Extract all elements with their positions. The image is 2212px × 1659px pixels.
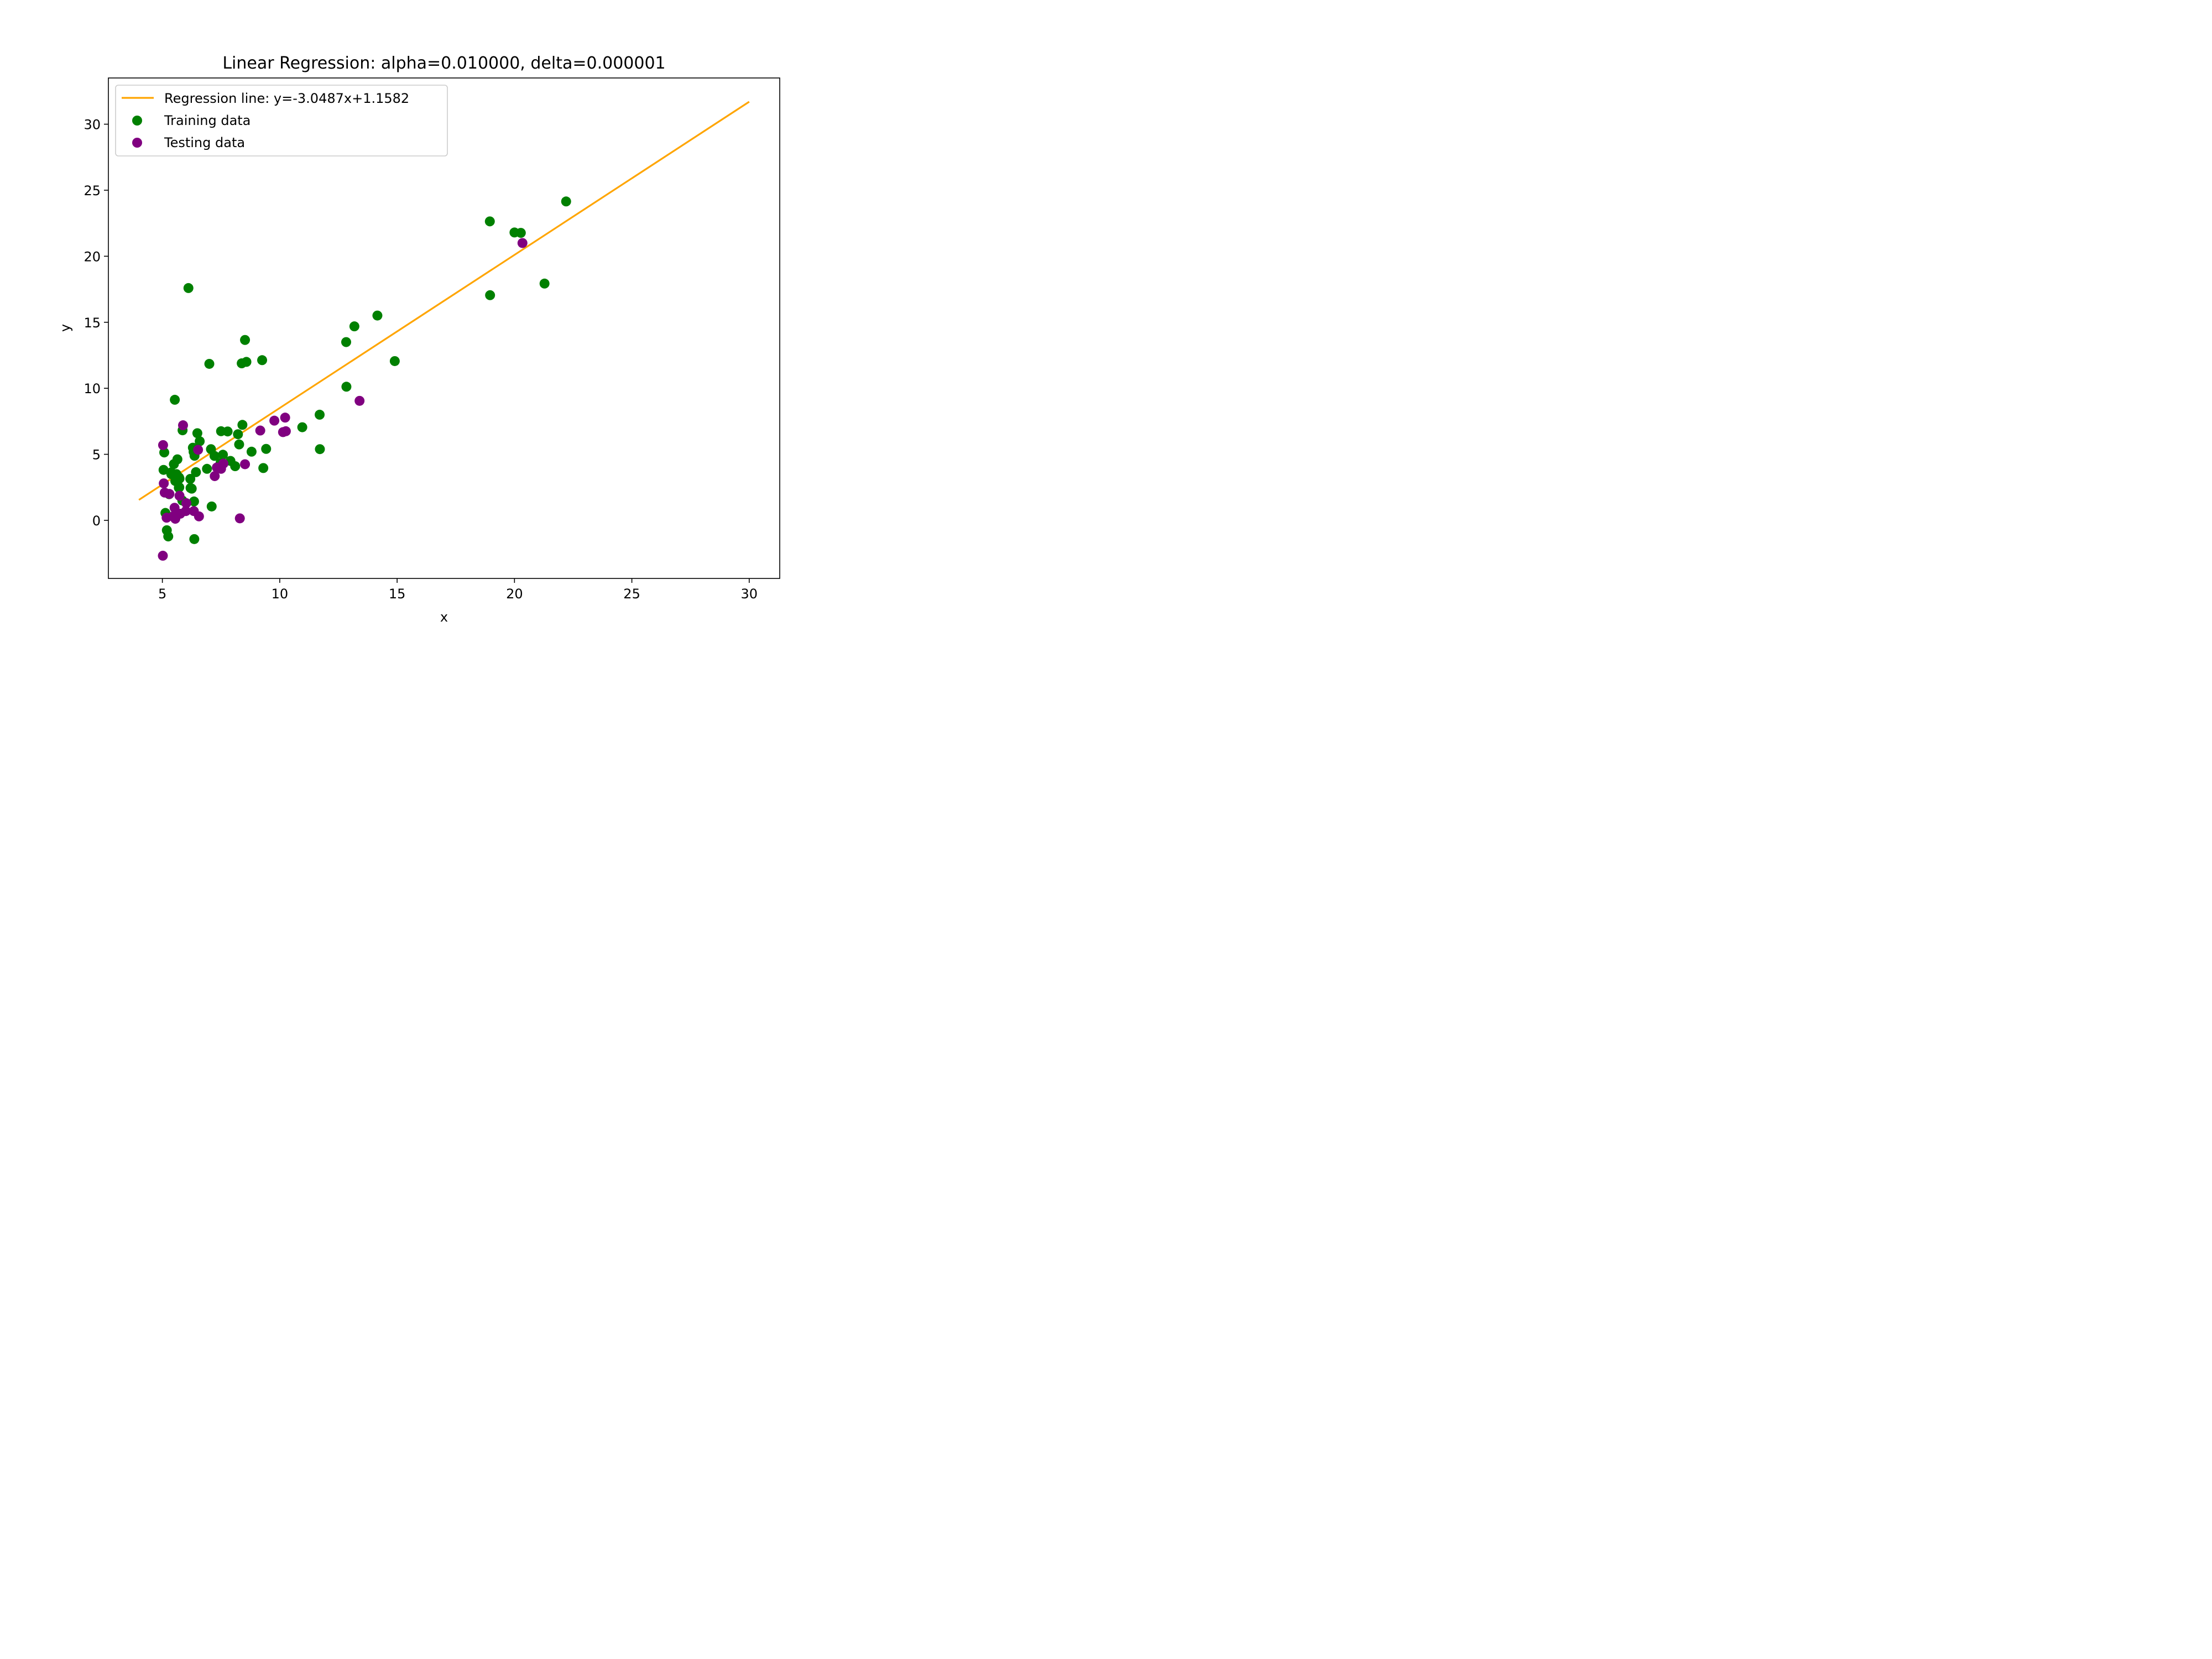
training-data-point: [161, 525, 172, 535]
testing-data-point: [181, 498, 191, 508]
training-data-point: [169, 459, 179, 469]
training-data-point: [246, 446, 257, 457]
training-data-point: [237, 420, 248, 430]
testing-data-point: [194, 511, 204, 521]
training-data-point: [349, 321, 359, 332]
testing-data-point: [210, 471, 220, 481]
y-tick-label: 15: [84, 315, 101, 331]
training-data-point: [315, 444, 325, 455]
training-data-point: [218, 450, 228, 460]
training-data-point: [189, 534, 200, 544]
training-data-point: [186, 483, 197, 494]
y-tick-label: 20: [84, 249, 101, 264]
testing-data-point: [158, 550, 168, 561]
testing-data-point: [280, 426, 291, 436]
training-data-point: [170, 394, 180, 405]
training-data-point: [261, 444, 272, 454]
legend-testing-data-marker: [132, 138, 142, 148]
plot-frame: [108, 77, 780, 579]
training-data-point: [206, 501, 217, 512]
testing-data-point: [280, 413, 290, 423]
x-tick-label: 20: [506, 586, 523, 602]
training-data-point: [192, 428, 202, 439]
training-data-point: [485, 290, 495, 300]
legend: Regression line: y=-3.0487x+1.1582 Train…: [115, 85, 448, 156]
training-data-point: [189, 496, 199, 507]
chart-title: Linear Regression: alpha=0.010000, delta…: [222, 54, 665, 73]
y-tick-label: 30: [84, 117, 101, 133]
training-data-point: [222, 426, 233, 437]
testing-data-point: [354, 395, 365, 406]
y-axis-label: y: [58, 324, 73, 332]
training-data-point: [241, 357, 252, 367]
y-tick-label: 25: [84, 183, 101, 199]
x-tick-label: 5: [158, 586, 166, 602]
legend-box: [115, 85, 448, 156]
training-data-point: [233, 429, 243, 440]
testing-data-point: [269, 415, 280, 426]
training-data-point: [204, 358, 215, 369]
training-data-point: [230, 461, 241, 472]
testing-data-point: [517, 238, 528, 248]
training-data-point: [389, 356, 400, 366]
x-tick-label: 30: [741, 586, 758, 602]
training-data-point: [202, 463, 212, 474]
training-data-point: [539, 278, 550, 289]
legend-regression-line-label: Regression line: y=-3.0487x+1.1582: [164, 91, 409, 106]
x-tick-label: 10: [272, 586, 289, 602]
training-data-point: [484, 216, 495, 227]
testing-data-point: [181, 506, 191, 517]
training-data-point: [174, 482, 185, 493]
training-data-point: [234, 439, 244, 450]
testing-data-point: [240, 459, 251, 469]
training-data-point: [191, 467, 201, 477]
x-axis-label: x: [440, 609, 448, 625]
training-data-point: [258, 463, 269, 473]
testing-data-point: [234, 513, 245, 524]
training-data-point: [341, 337, 351, 347]
training-data-point: [195, 436, 205, 446]
training-data-point: [166, 469, 176, 479]
y-tick-label: 5: [92, 447, 101, 463]
training-data-point: [209, 451, 220, 461]
y-axis: 0 5 10 15 20 25 30: [84, 117, 108, 529]
testing-data-point: [178, 420, 188, 431]
training-data-point: [158, 465, 169, 475]
chart: Linear Regression: alpha=0.010000, delta…: [0, 0, 855, 641]
testing-data-point: [218, 458, 228, 469]
x-axis: 5 10 15 20 25 30: [158, 578, 758, 602]
training-data-point: [509, 227, 520, 238]
y-tick-label: 0: [92, 513, 101, 529]
training-data-point: [372, 310, 383, 321]
legend-training-data-marker: [132, 116, 142, 126]
training-data-point: [561, 196, 571, 207]
testing-data-point: [255, 425, 265, 436]
testing-data-point: [174, 491, 185, 501]
x-tick-label: 15: [389, 586, 406, 602]
plot-area: [138, 101, 750, 561]
testing-data-point: [158, 440, 168, 450]
legend-training-data-label: Training data: [164, 113, 251, 128]
training-data-point: [257, 355, 268, 366]
testing-data-point: [164, 489, 175, 499]
legend-testing-data-label: Testing data: [164, 135, 245, 150]
training-data-point: [159, 447, 170, 458]
training-data-point: [297, 422, 307, 432]
training-data-point: [315, 409, 325, 420]
testing-data-point: [159, 478, 169, 489]
training-data-point: [341, 382, 352, 392]
testing-data-point: [193, 445, 204, 455]
training-data-point: [185, 473, 196, 484]
training-data-point: [183, 283, 194, 293]
x-tick-label: 25: [623, 586, 640, 602]
y-tick-label: 10: [84, 381, 101, 397]
training-data-point: [240, 335, 251, 345]
